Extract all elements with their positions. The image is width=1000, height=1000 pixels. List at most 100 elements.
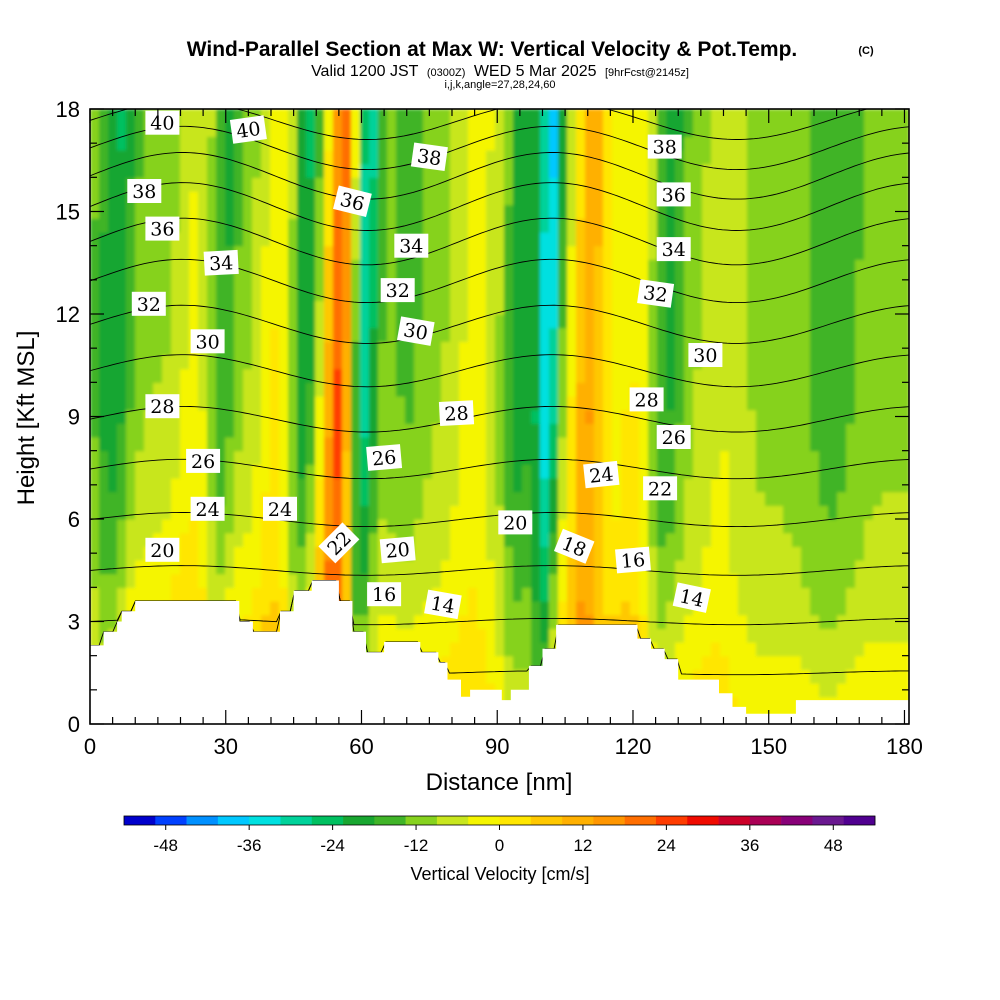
w-cell [756, 696, 766, 711]
w-cell [225, 327, 235, 342]
w-cell [729, 560, 739, 575]
contour-label: 14 [424, 589, 462, 620]
w-cell [720, 163, 730, 178]
w-cell [108, 191, 118, 206]
w-cell [189, 546, 199, 561]
w-cell [387, 423, 397, 438]
w-cell [270, 327, 280, 342]
w-cell [162, 423, 172, 438]
w-cell [792, 396, 802, 411]
w-cell [756, 683, 766, 698]
w-cell [603, 546, 613, 561]
w-cell [720, 683, 730, 698]
w-cell [864, 437, 874, 452]
w-cell [486, 628, 496, 643]
w-cell [729, 177, 739, 192]
w-cell [900, 464, 909, 479]
w-cell [297, 478, 307, 493]
w-cell [495, 136, 505, 151]
w-cell [819, 628, 829, 643]
w-cell [369, 259, 379, 274]
w-cell [873, 341, 883, 356]
w-cell [747, 122, 757, 137]
w-cell [549, 437, 559, 452]
w-cell [387, 396, 397, 411]
w-cell [720, 191, 730, 206]
contour-label-text: 20 [385, 539, 411, 563]
w-cell [783, 191, 793, 206]
w-cell [207, 218, 217, 233]
w-cell [432, 368, 442, 383]
w-cell [288, 341, 298, 356]
w-cell [279, 314, 289, 329]
w-cell [684, 655, 694, 670]
colorbar-tick-label: 36 [740, 836, 759, 855]
w-cell [306, 163, 316, 178]
w-cell [477, 109, 487, 124]
w-cell [783, 300, 793, 315]
w-cell [189, 259, 199, 274]
w-cell [720, 122, 730, 137]
w-cell [747, 669, 757, 684]
w-cell [513, 614, 523, 629]
w-cell [684, 218, 694, 233]
w-cell [342, 218, 352, 233]
w-cell [414, 382, 424, 397]
w-cell [684, 150, 694, 165]
w-cell [702, 382, 712, 397]
w-cell [603, 437, 613, 452]
w-cell [621, 136, 631, 151]
w-cell [432, 396, 442, 411]
w-cell [360, 286, 370, 301]
w-cell [198, 546, 208, 561]
w-cell [774, 655, 784, 670]
contour-label-text: 26 [371, 446, 397, 470]
contour-label: 32 [380, 278, 415, 303]
w-cell [882, 341, 892, 356]
w-cell [495, 478, 505, 493]
w-cell [171, 150, 181, 165]
colorbar-tick-label: 12 [573, 836, 592, 855]
w-cell [216, 409, 226, 424]
w-cell [549, 546, 559, 561]
w-cell [405, 163, 415, 178]
w-cell [153, 519, 163, 534]
w-cell [270, 382, 280, 397]
w-cell [729, 300, 739, 315]
w-cell [639, 163, 649, 178]
w-cell [225, 341, 235, 356]
w-cell [585, 437, 595, 452]
contour-label-box [647, 134, 682, 159]
w-cell [171, 136, 181, 151]
w-cell [135, 587, 145, 602]
w-cell [648, 519, 658, 534]
w-cell [315, 355, 325, 370]
w-cell [657, 218, 667, 233]
w-cell [810, 122, 820, 137]
w-cell [450, 573, 460, 588]
w-cell [558, 409, 568, 424]
w-cell [621, 450, 631, 465]
w-cell [117, 163, 127, 178]
w-cell [144, 437, 154, 452]
w-cell [837, 628, 847, 643]
w-cell [783, 546, 793, 561]
w-cell [837, 642, 847, 657]
w-cell [261, 532, 271, 547]
w-cell [423, 560, 433, 575]
w-cell [423, 532, 433, 547]
w-cell [846, 642, 856, 657]
w-cell [279, 150, 289, 165]
w-cell [486, 109, 496, 124]
w-cell [378, 204, 388, 219]
w-cell [720, 587, 730, 602]
w-cell [135, 437, 145, 452]
w-cell [585, 191, 595, 206]
w-cell [756, 423, 766, 438]
w-cell [477, 587, 487, 602]
w-cell [180, 341, 190, 356]
w-cell [684, 573, 694, 588]
w-cell [513, 368, 523, 383]
w-cell [864, 669, 874, 684]
w-cell [693, 245, 703, 260]
